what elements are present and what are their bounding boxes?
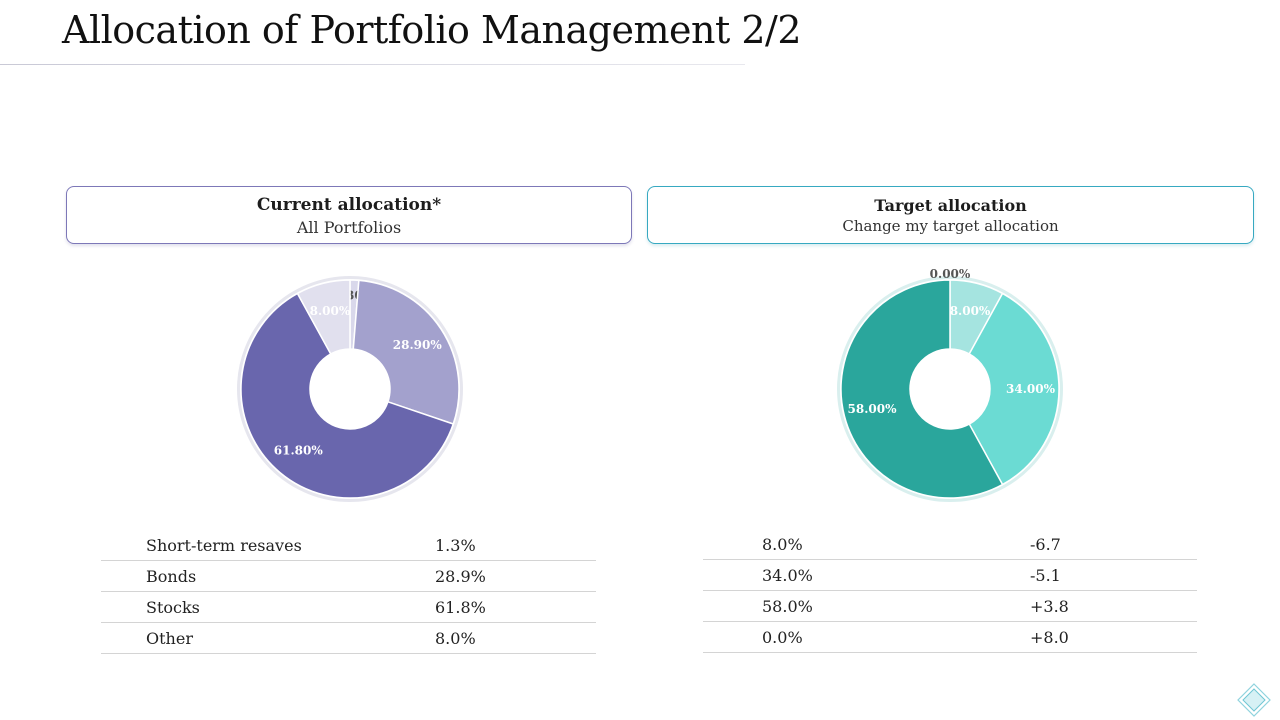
asset-class-label: Stocks	[101, 591, 435, 623]
current-percent: 8.0%	[435, 622, 596, 654]
asset-class-label: Short-term resaves	[101, 530, 435, 561]
title-divider	[0, 64, 745, 65]
current-percent: 1.3%	[435, 530, 596, 561]
table-row: Other 8.0%	[101, 622, 596, 654]
current-data-label: 8.00%	[310, 304, 351, 318]
target-percent: 58.0%	[703, 590, 1030, 622]
current-allocation-title: Current allocation*	[256, 195, 442, 215]
target-data-label: 0.00%	[930, 267, 971, 281]
current-data-label: 61.80%	[274, 444, 324, 458]
current-allocation-header: Current allocation* All Portfolios	[66, 186, 632, 244]
table-row: 0.0% +8.0	[703, 621, 1197, 653]
target-percent: 34.0%	[703, 559, 1030, 591]
current-allocation-table: Short-term resaves 1.3% Bonds 28.9% Stoc…	[101, 530, 596, 654]
current-slice-stocks	[240, 292, 455, 499]
current-allocation-subtitle: All Portfolios	[296, 218, 402, 237]
current-percent: 61.8%	[435, 591, 596, 623]
target-allocation-header[interactable]: Target allocation Change my target alloc…	[647, 186, 1254, 244]
table-row: 34.0% -5.1	[703, 559, 1197, 591]
target-slice-stocks	[840, 279, 1004, 499]
current-outer-ring	[237, 276, 463, 502]
current-slice-bonds	[352, 279, 460, 425]
asset-class-label: Bonds	[101, 560, 435, 592]
table-row: 58.0% +3.8	[703, 590, 1197, 622]
table-row: Bonds 28.9%	[101, 560, 596, 592]
change-target-allocation-link[interactable]: Change my target allocation	[842, 217, 1059, 235]
table-row: Short-term resaves 1.3%	[101, 530, 596, 561]
current-slice-other	[296, 279, 351, 355]
target-percent: 8.0%	[703, 529, 1030, 560]
asset-class-label: Other	[101, 622, 435, 654]
target-allocation-title: Target allocation	[874, 196, 1027, 215]
allocation-change: +3.8	[1030, 590, 1197, 622]
table-row: Stocks 61.8%	[101, 591, 596, 623]
target-allocation-donut-chart: 8.00% 34.00% 58.00% 0.00%	[837, 267, 1063, 502]
allocation-change: -6.7	[1030, 529, 1197, 560]
target-data-label: 34.00%	[1006, 382, 1056, 396]
target-slice-bonds	[968, 292, 1060, 486]
target-allocation-table: 8.0% -6.7 34.0% -5.1 58.0% +3.8 0.0% +8.…	[703, 529, 1197, 653]
allocation-change: +8.0	[1030, 621, 1197, 653]
current-percent: 28.9%	[435, 560, 596, 592]
allocation-change: -5.1	[1030, 559, 1197, 591]
target-outer-ring	[837, 276, 1063, 502]
page-title: Allocation of Portfolio Management 2/2	[62, 8, 802, 52]
current-allocation-donut-chart: 1.30%28.90%61.80%8.00%	[237, 276, 463, 502]
diamond-icon	[1237, 683, 1271, 717]
target-data-label: 8.00%	[950, 304, 991, 318]
current-data-label: 28.90%	[393, 338, 443, 352]
target-percent: 0.0%	[703, 621, 1030, 653]
table-row: 8.0% -6.7	[703, 529, 1197, 560]
target-data-label: 58.00%	[848, 402, 898, 416]
